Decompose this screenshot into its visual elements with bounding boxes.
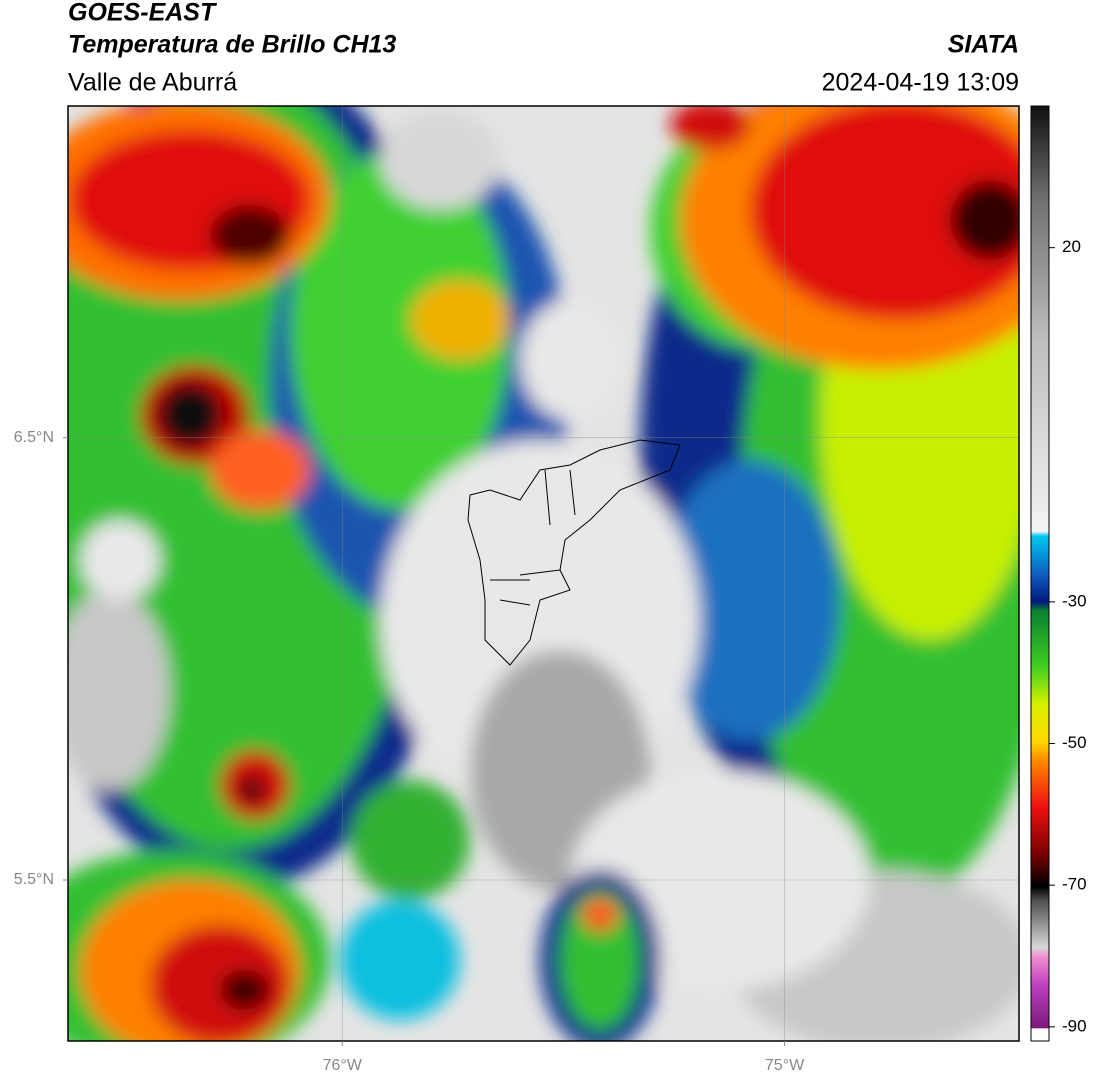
graticule xyxy=(68,106,1019,1041)
colorbar-tick-label: -90 xyxy=(1062,1016,1087,1035)
product-title: Temperatura de Brillo CH13 xyxy=(68,31,396,59)
satellite-title: GOES-EAST xyxy=(68,0,218,27)
valley-outline xyxy=(467,439,681,666)
satellite-image xyxy=(68,106,1019,1041)
colorbar-tick-label: -70 xyxy=(1062,875,1087,894)
colorbar-tick-label: -50 xyxy=(1062,733,1087,752)
region-label: Valle de Aburrá xyxy=(68,69,237,97)
cloud-field xyxy=(68,106,1019,1041)
lon-tick-label: 76°W xyxy=(323,1057,363,1074)
lat-tick-label: 5.5°N xyxy=(14,871,54,888)
lon-tick-label: 75°W xyxy=(765,1057,805,1074)
map-frame xyxy=(67,105,1020,1042)
colorbar-tick-label: 20 xyxy=(1062,237,1081,256)
colorbar xyxy=(1030,105,1050,1042)
source-label: SIATA xyxy=(948,31,1019,59)
colorbar-tick-label: -30 xyxy=(1062,591,1087,610)
lat-tick-label: 6.5°N xyxy=(14,429,54,446)
datetime-label: 2024-04-19 13:09 xyxy=(822,69,1019,97)
